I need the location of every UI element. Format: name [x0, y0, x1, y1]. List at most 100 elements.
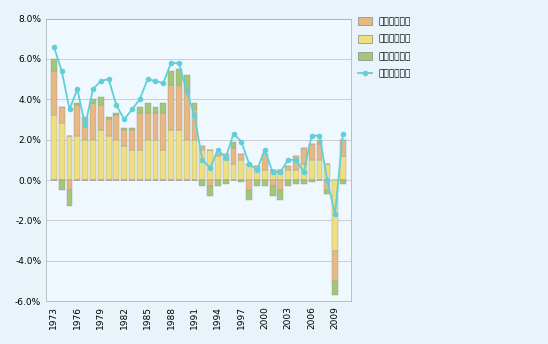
Bar — [199, 180, 205, 186]
Bar — [199, 150, 205, 180]
Bar — [293, 180, 299, 184]
Bar — [301, 164, 307, 180]
Bar — [59, 180, 65, 190]
Bar — [317, 140, 322, 144]
Bar — [340, 140, 346, 156]
Bar — [286, 180, 291, 186]
Bar — [317, 144, 322, 160]
Bar — [309, 144, 315, 160]
Bar — [51, 59, 57, 71]
Bar — [75, 105, 80, 136]
Bar — [231, 142, 236, 148]
Bar — [301, 180, 307, 184]
Bar — [254, 170, 260, 180]
Bar — [277, 170, 283, 180]
Bar — [121, 146, 127, 180]
Bar — [90, 103, 96, 140]
Bar — [254, 180, 260, 186]
Bar — [129, 150, 135, 180]
Bar — [184, 89, 190, 140]
Bar — [106, 136, 111, 180]
Bar — [137, 114, 142, 150]
Bar — [121, 130, 127, 146]
Bar — [199, 146, 205, 150]
Bar — [137, 107, 142, 114]
Bar — [262, 180, 267, 186]
Bar — [231, 148, 236, 164]
Bar — [106, 119, 111, 136]
Bar — [340, 180, 346, 184]
Bar — [82, 140, 88, 180]
Bar — [286, 166, 291, 170]
Bar — [332, 180, 338, 251]
Bar — [340, 156, 346, 180]
Bar — [168, 130, 174, 180]
Bar — [262, 170, 267, 180]
Bar — [262, 154, 267, 170]
Bar — [152, 107, 158, 114]
Bar — [106, 117, 111, 119]
Bar — [277, 190, 283, 200]
Bar — [332, 251, 338, 281]
Bar — [161, 114, 166, 150]
Bar — [113, 114, 119, 115]
Bar — [246, 164, 252, 180]
Bar — [161, 150, 166, 180]
Bar — [215, 180, 221, 186]
Bar — [246, 190, 252, 200]
Bar — [51, 71, 57, 115]
Bar — [82, 117, 88, 119]
Bar — [176, 130, 182, 180]
Bar — [129, 130, 135, 150]
Bar — [90, 140, 96, 180]
Bar — [192, 109, 197, 140]
Bar — [59, 123, 65, 180]
Bar — [51, 115, 57, 180]
Bar — [145, 140, 151, 180]
Bar — [192, 103, 197, 109]
Bar — [270, 170, 276, 180]
Bar — [152, 140, 158, 180]
Bar — [59, 107, 65, 123]
Bar — [98, 97, 104, 105]
Bar — [246, 180, 252, 190]
Bar — [301, 148, 307, 164]
Bar — [324, 164, 330, 180]
Bar — [67, 190, 72, 206]
Bar — [113, 140, 119, 180]
Bar — [238, 154, 244, 160]
Bar — [145, 103, 151, 114]
Bar — [192, 140, 197, 180]
Bar — [67, 136, 72, 180]
Bar — [98, 105, 104, 130]
Bar — [121, 128, 127, 130]
Bar — [168, 85, 174, 130]
Bar — [223, 180, 229, 184]
Bar — [254, 166, 260, 170]
Bar — [277, 180, 283, 190]
Bar — [309, 180, 315, 182]
Bar — [332, 281, 338, 295]
Bar — [231, 164, 236, 180]
Bar — [238, 180, 244, 182]
Bar — [324, 180, 330, 190]
Bar — [75, 103, 80, 105]
Bar — [113, 115, 119, 140]
Bar — [270, 186, 276, 196]
Bar — [75, 136, 80, 180]
Bar — [223, 160, 229, 180]
Bar — [270, 180, 276, 186]
Bar — [129, 128, 135, 130]
Bar — [317, 160, 322, 180]
Bar — [293, 156, 299, 170]
Bar — [98, 130, 104, 180]
Bar — [286, 170, 291, 180]
Legend: ＴＦＰ成長率, 資本の寄与率, 労働の寄与率, ＧＤＰ成長率: ＴＦＰ成長率, 資本の寄与率, 労働の寄与率, ＧＤＰ成長率 — [358, 17, 411, 78]
Bar — [90, 99, 96, 103]
Bar — [176, 69, 182, 85]
Bar — [324, 190, 330, 194]
Bar — [309, 160, 315, 180]
Bar — [238, 160, 244, 180]
Bar — [184, 75, 190, 89]
Bar — [293, 170, 299, 180]
